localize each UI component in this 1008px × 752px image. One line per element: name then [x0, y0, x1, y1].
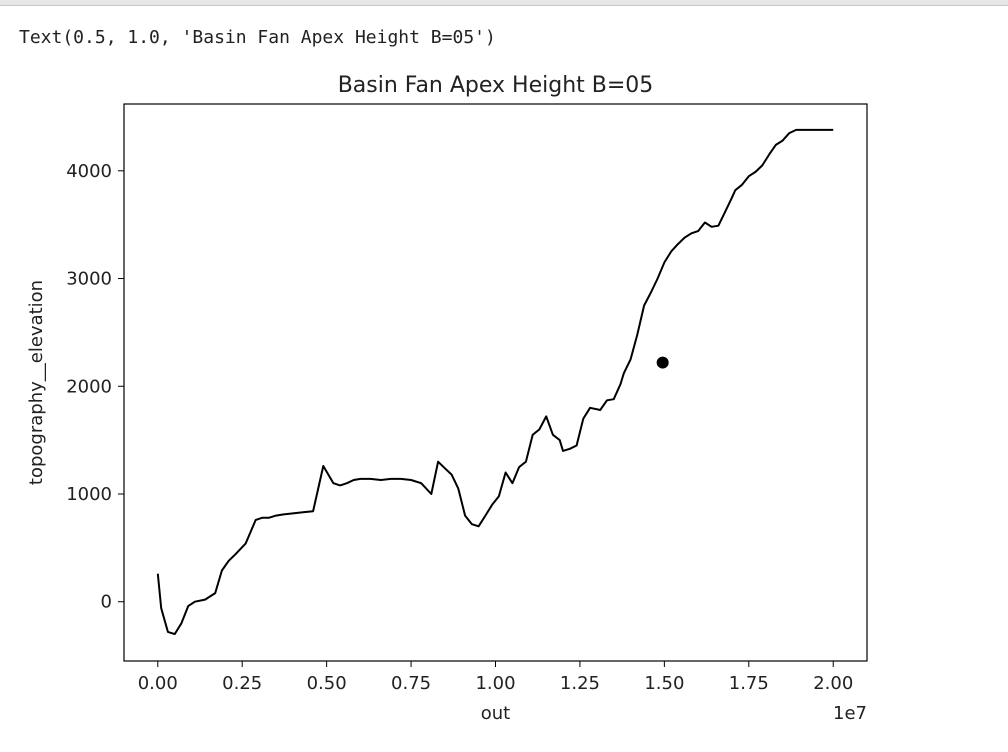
- y-axis-ticks: 0 1000 2000 3000 4000: [66, 161, 124, 613]
- apex-marker-point: [656, 356, 669, 369]
- cell-output-text: Text(0.5, 1.0, 'Basin Fan Apex Height B=…: [19, 27, 496, 48]
- x-tick-label: 1.00: [475, 673, 515, 694]
- x-tick-label: 1.25: [560, 673, 600, 694]
- chart-title: Basin Fan Apex Height B=05: [338, 73, 654, 98]
- x-axis-ticks: 0.00 0.25 0.50 0.75 1.00 1.25 1.50 1.75 2.00: [138, 661, 853, 694]
- notebook-cell-border: [0, 0, 1008, 6]
- y-tick-label: 1000: [66, 484, 112, 505]
- y-tick-label: 3000: [66, 269, 112, 290]
- y-tick-label: 4000: [66, 161, 112, 182]
- plot-area-frame: [123, 103, 868, 662]
- y-tick-label: 0: [101, 592, 112, 613]
- x-tick-label: 0.25: [222, 673, 262, 694]
- x-tick-label: 1.75: [729, 673, 769, 694]
- y-axis-label: topography__elevation: [26, 280, 47, 485]
- x-tick-label: 0.00: [138, 673, 178, 694]
- x-axis-label: out: [481, 703, 510, 724]
- x-tick-label: 2.00: [813, 673, 853, 694]
- y-tick-label: 2000: [66, 376, 112, 397]
- x-axis-offset-label: 1e7: [833, 703, 867, 724]
- elevation-series-line: [156, 128, 834, 636]
- x-tick-label: 0.75: [391, 673, 431, 694]
- x-tick-label: 0.50: [307, 673, 347, 694]
- x-tick-label: 1.50: [644, 673, 684, 694]
